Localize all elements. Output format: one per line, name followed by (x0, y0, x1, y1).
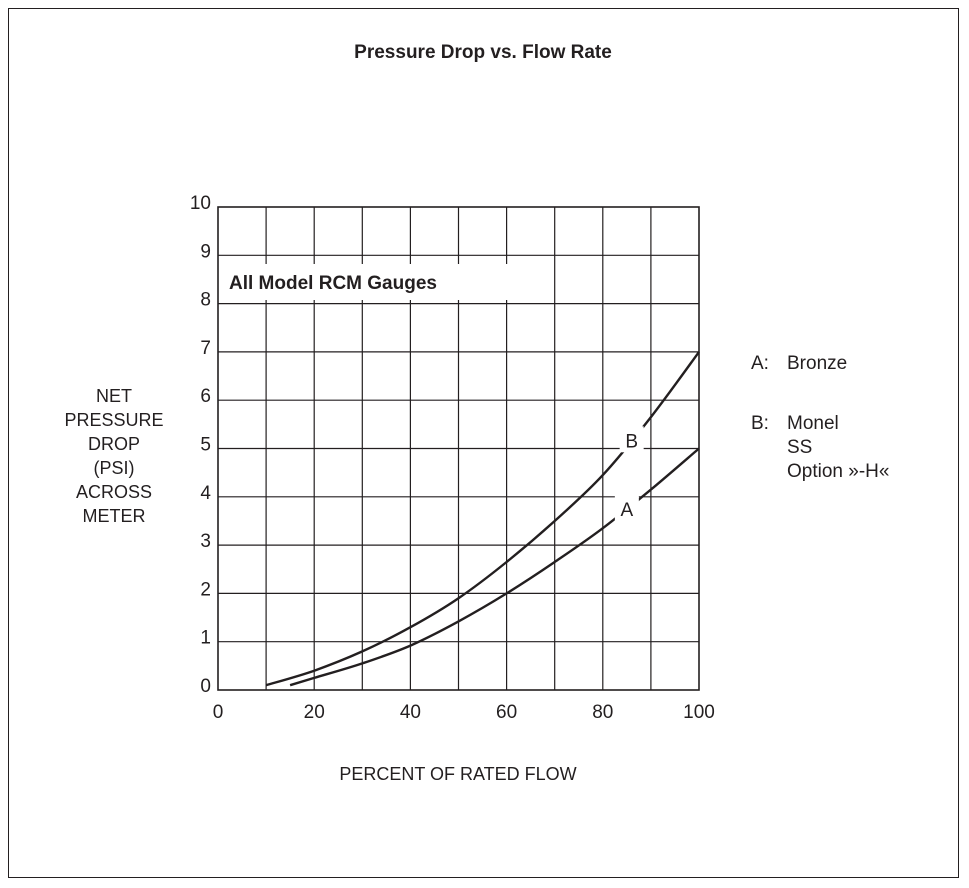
x-tick-label: 40 (400, 702, 421, 723)
y-axis-label: NET PRESSURE DROP (PSI) ACROSS METER (64, 386, 163, 526)
legend-label: Bronze (787, 353, 847, 374)
y-tick-label: 9 (200, 241, 211, 262)
chart-title: Pressure Drop vs. Flow Rate (354, 42, 612, 63)
x-tick-label: 0 (213, 702, 224, 723)
series-line-a (289, 447, 700, 687)
legend-label: SS (787, 437, 812, 458)
y-tick-label: 7 (200, 338, 211, 359)
y-axis-label-line: PRESSURE (64, 410, 163, 430)
y-axis-label-line: ACROSS (76, 482, 152, 502)
legend-label: Monel (787, 413, 839, 434)
series-b: B (265, 351, 700, 687)
chart-annotation: All Model RCM Gauges (229, 273, 437, 294)
x-axis-ticks: 0 20 40 60 80 100 (213, 702, 715, 723)
annotation-background (223, 264, 539, 300)
legend-key: B: (751, 413, 769, 434)
legend-entry: B: Monel SS Option »-H« (751, 413, 889, 482)
series-label-background (619, 426, 644, 453)
chart-series: AB (265, 351, 700, 687)
chart-grid (218, 207, 699, 690)
series-label-a: A (621, 500, 634, 521)
y-tick-label: 2 (200, 579, 211, 600)
y-axis-label-line: METER (83, 506, 146, 526)
y-tick-label: 0 (200, 676, 211, 697)
x-tick-label: 100 (683, 702, 715, 723)
x-tick-label: 80 (592, 702, 613, 723)
y-tick-label: 4 (200, 483, 211, 504)
series-a: A (289, 447, 700, 687)
legend-entry: A: Bronze (751, 353, 847, 374)
y-tick-label: 1 (200, 628, 211, 649)
y-tick-label: 8 (200, 290, 211, 311)
y-tick-label: 5 (200, 435, 211, 456)
series-label-background (614, 494, 639, 521)
chart-frame (8, 8, 959, 878)
x-axis-label: PERCENT OF RATED FLOW (339, 764, 576, 784)
y-axis-label-line: NET (96, 386, 132, 406)
legend-key: A: (751, 353, 769, 374)
y-tick-label: 6 (200, 386, 211, 407)
y-tick-label: 10 (190, 193, 211, 214)
y-axis-ticks: 0 1 2 3 4 5 6 7 8 9 10 (190, 193, 212, 697)
legend-label: Option »-H« (787, 461, 889, 482)
x-tick-label: 20 (304, 702, 325, 723)
series-label-b: B (625, 431, 638, 452)
legend: A: Bronze B: Monel SS Option »-H« (751, 353, 889, 482)
y-tick-label: 3 (200, 531, 211, 552)
y-axis-label-line: (PSI) (93, 458, 134, 478)
y-axis-label-line: DROP (88, 434, 140, 454)
x-tick-label: 60 (496, 702, 517, 723)
